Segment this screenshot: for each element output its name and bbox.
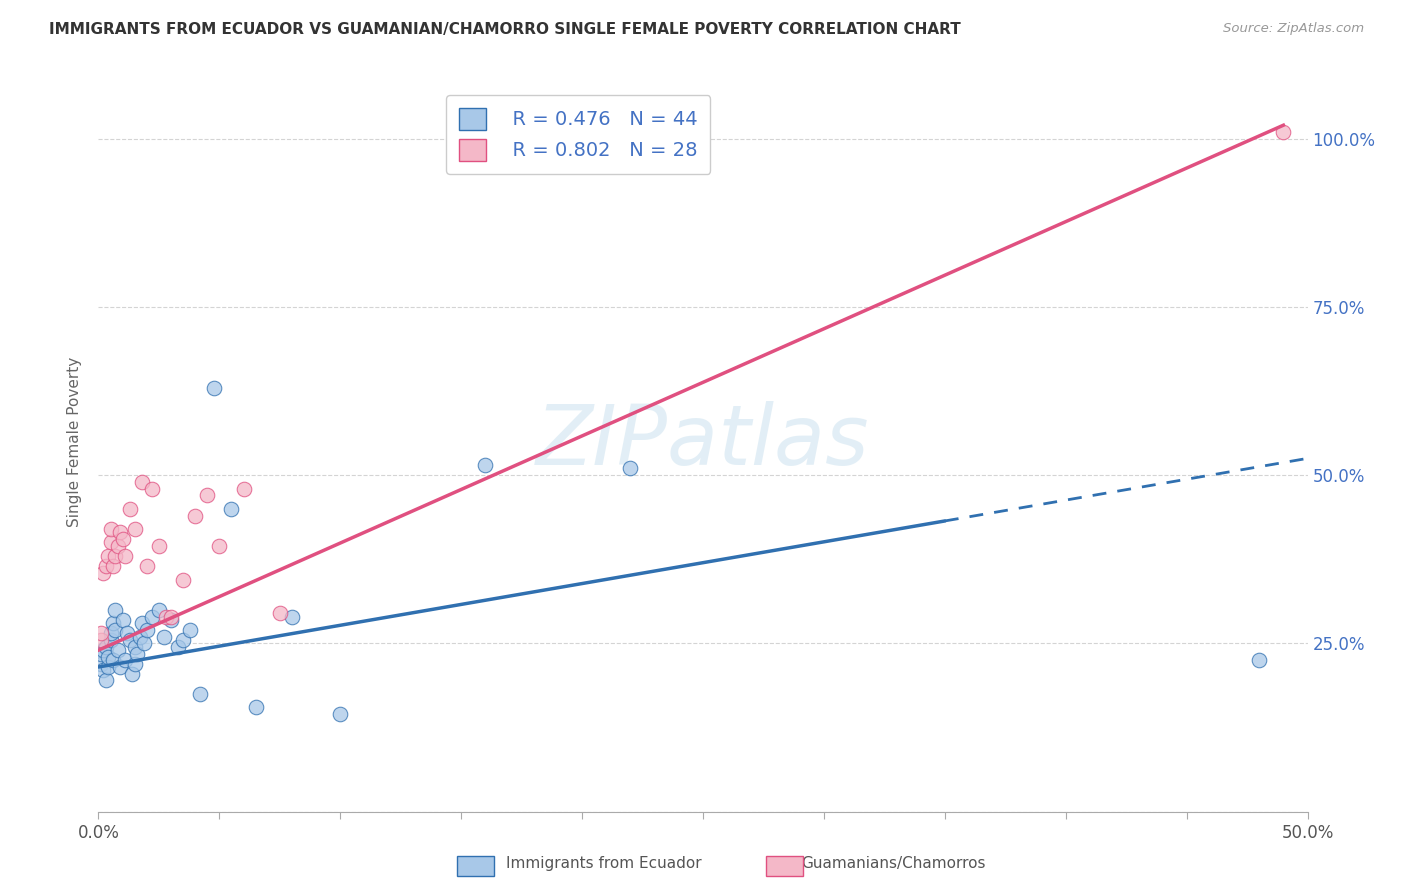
Point	[104, 603, 127, 617]
Point	[97, 549, 120, 563]
Point	[94, 673, 117, 688]
Point	[91, 566, 114, 580]
Text: IMMIGRANTS FROM ECUADOR VS GUAMANIAN/CHAMORRO SINGLE FEMALE POVERTY CORRELATION : IMMIGRANTS FROM ECUADOR VS GUAMANIAN/CHA…	[49, 22, 960, 37]
Point	[124, 657, 146, 671]
Point	[160, 609, 183, 624]
Point	[91, 643, 114, 657]
Point	[114, 549, 136, 563]
Point	[141, 482, 163, 496]
Point	[232, 482, 254, 496]
Point	[172, 633, 194, 648]
Text: ZIPatlas: ZIPatlas	[536, 401, 870, 482]
Point	[108, 525, 131, 540]
Point	[281, 609, 304, 624]
Point	[90, 657, 112, 671]
Legend:   R = 0.476   N = 44,   R = 0.802   N = 28: R = 0.476 N = 44, R = 0.802 N = 28	[446, 95, 710, 174]
Point	[131, 616, 153, 631]
Point	[148, 603, 170, 617]
Point	[117, 626, 139, 640]
Point	[155, 609, 177, 624]
Point	[104, 623, 127, 637]
Point	[179, 623, 201, 637]
Point	[135, 559, 157, 574]
Point	[474, 458, 496, 472]
Point	[188, 687, 211, 701]
Point	[111, 613, 134, 627]
Point	[128, 630, 150, 644]
Point	[100, 535, 122, 549]
Point	[100, 522, 122, 536]
Point	[94, 640, 117, 654]
Point	[172, 573, 194, 587]
Point	[104, 549, 127, 563]
Point	[135, 623, 157, 637]
Point	[90, 633, 112, 648]
Text: Guamanians/Chamorros: Guamanians/Chamorros	[801, 856, 986, 871]
Point	[118, 633, 141, 648]
Point	[101, 616, 124, 631]
Point	[118, 501, 141, 516]
Text: Source: ZipAtlas.com: Source: ZipAtlas.com	[1223, 22, 1364, 36]
Point	[184, 508, 207, 523]
Point	[134, 636, 156, 650]
Point	[269, 606, 291, 620]
Point	[208, 539, 231, 553]
Point	[124, 640, 146, 654]
Point	[111, 532, 134, 546]
Point	[131, 475, 153, 489]
Point	[148, 539, 170, 553]
Point	[1272, 125, 1295, 139]
Point	[90, 647, 112, 661]
Point	[94, 559, 117, 574]
Point	[245, 700, 267, 714]
Point	[108, 660, 131, 674]
Point	[167, 640, 190, 654]
Point	[141, 609, 163, 624]
Point	[160, 613, 183, 627]
Point	[124, 522, 146, 536]
Point	[195, 488, 218, 502]
Point	[101, 653, 124, 667]
Point	[91, 664, 114, 678]
Y-axis label: Single Female Poverty: Single Female Poverty	[67, 357, 83, 526]
Point	[619, 461, 641, 475]
Point	[152, 630, 174, 644]
Text: Immigrants from Ecuador: Immigrants from Ecuador	[506, 856, 702, 871]
Point	[100, 626, 122, 640]
Point	[221, 501, 243, 516]
Point	[101, 559, 124, 574]
Point	[97, 649, 120, 664]
Point	[114, 653, 136, 667]
Point	[121, 666, 143, 681]
Point	[90, 626, 112, 640]
Point	[100, 633, 122, 648]
Point	[127, 647, 149, 661]
Point	[204, 381, 226, 395]
Point	[97, 660, 120, 674]
Point	[329, 707, 352, 722]
Point	[1249, 653, 1271, 667]
Point	[107, 539, 129, 553]
Point	[107, 643, 129, 657]
